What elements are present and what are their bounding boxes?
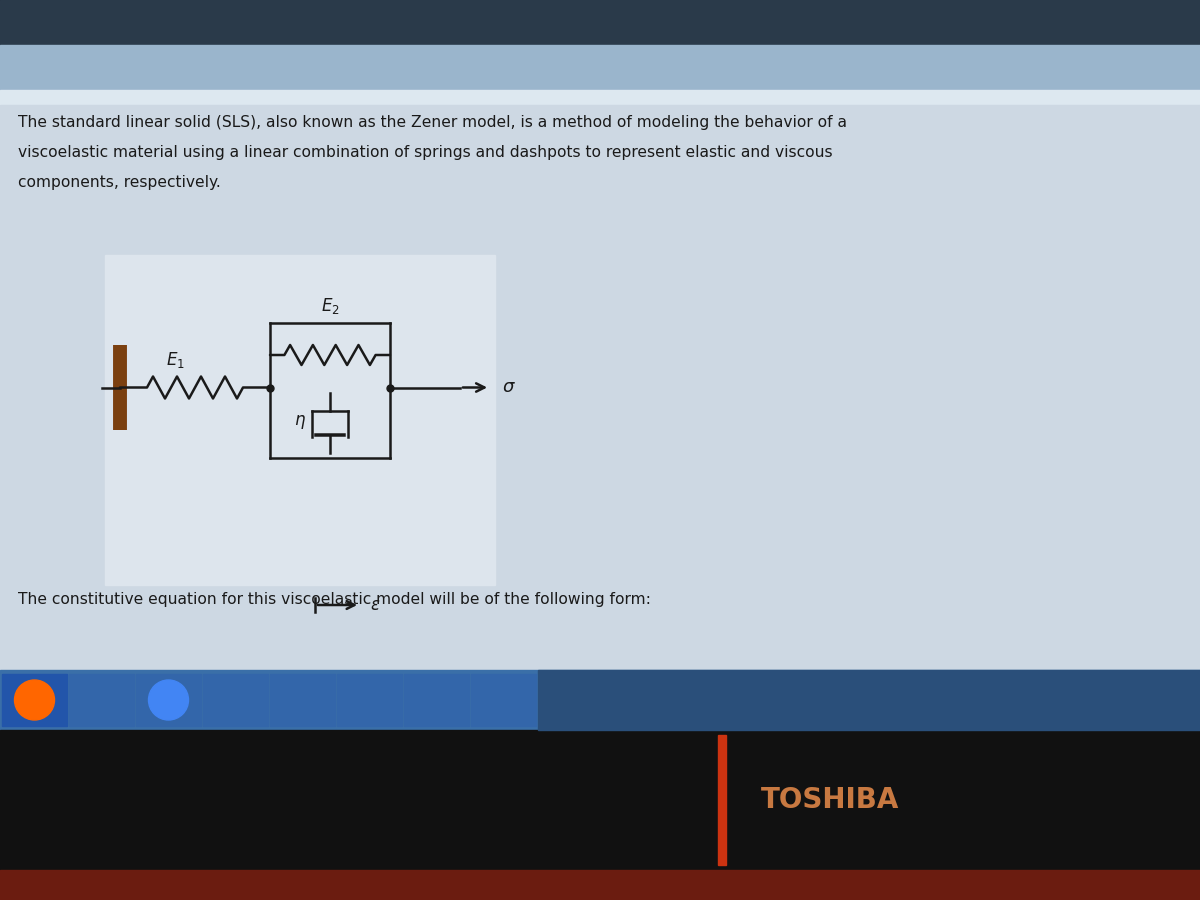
Text: The constitutive equation for this viscoelastic model will be of the following f: The constitutive equation for this visco… [18, 592, 650, 607]
Text: components, respectively.: components, respectively. [18, 175, 221, 190]
Bar [203, 674, 268, 726]
Bar [2, 674, 67, 726]
Bar [0, 670, 1200, 730]
Circle shape [149, 680, 188, 720]
Circle shape [14, 680, 54, 720]
Text: $\eta$: $\eta$ [294, 413, 306, 431]
Bar [718, 735, 726, 865]
Text: TOSHIBA: TOSHIBA [761, 786, 899, 814]
Text: viscoelastic material using a linear combination of springs and dashpots to repr: viscoelastic material using a linear com… [18, 145, 833, 160]
Bar [337, 674, 402, 726]
Bar [106, 255, 496, 585]
Bar [538, 670, 1200, 730]
Bar [0, 45, 1200, 90]
Text: $E_2$: $E_2$ [320, 296, 340, 317]
Text: The standard linear solid (SLS), also known as the Zener model, is a method of m: The standard linear solid (SLS), also kn… [18, 115, 847, 130]
Text: $E_1$: $E_1$ [166, 350, 185, 371]
Text: $\varepsilon$: $\varepsilon$ [370, 596, 380, 614]
Bar [136, 674, 202, 726]
Bar [0, 730, 1200, 870]
Bar [270, 674, 335, 726]
Bar [0, 0, 1200, 45]
Bar [70, 674, 134, 726]
Bar [470, 674, 536, 726]
Text: $\sigma$: $\sigma$ [502, 379, 516, 397]
Bar [0, 90, 1200, 105]
Bar [0, 105, 1200, 670]
Bar [404, 674, 469, 726]
Bar [0, 870, 1200, 900]
